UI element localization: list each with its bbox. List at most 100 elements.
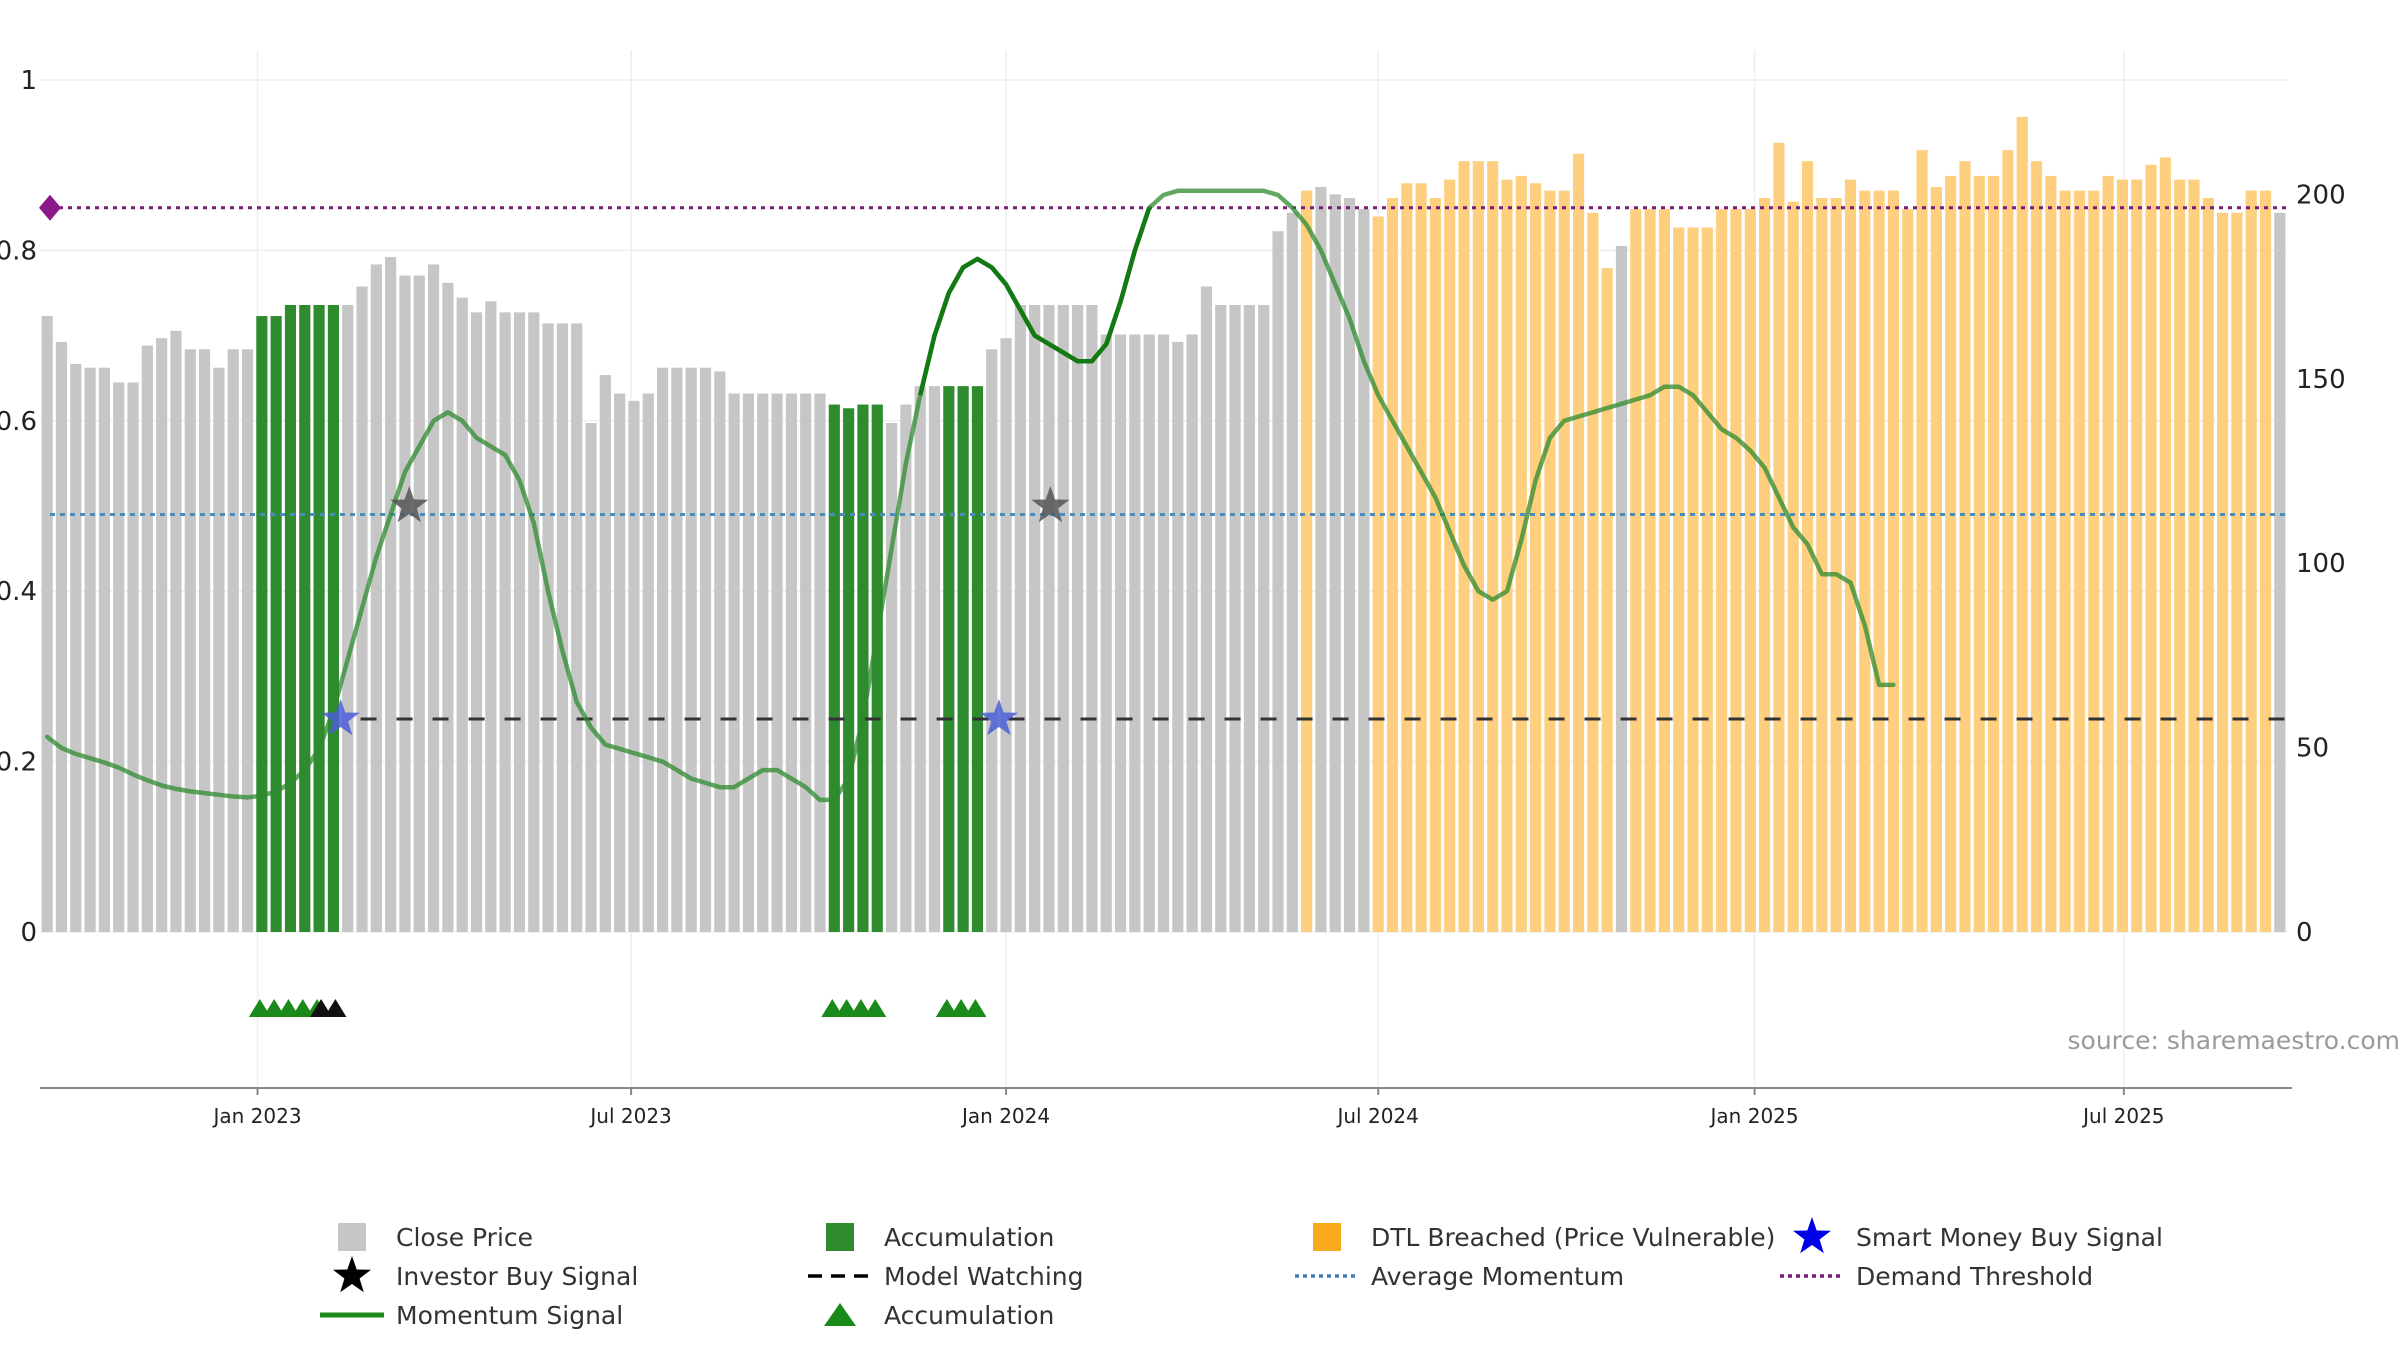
dtl-breached-bar (1887, 190, 1899, 932)
dtl-breached-bar (1759, 198, 1771, 932)
close-price-bar (1000, 338, 1012, 932)
close-price-bar (1329, 194, 1341, 933)
dtl-breached-bar (1501, 179, 1513, 932)
close-price-bar (542, 323, 554, 932)
dtl-breached-bar (1687, 227, 1699, 932)
accumulation-bar (270, 316, 282, 932)
close-price-bar (184, 349, 196, 932)
accumulation-triangle (310, 999, 333, 1017)
close-price-bar (1057, 304, 1069, 932)
close-price-bar (156, 338, 168, 932)
dtl-breached-bar (1973, 175, 1985, 932)
close-price-bar (513, 312, 526, 932)
legend-item: Momentum Signal (320, 1301, 623, 1330)
accumulation-bar (284, 304, 297, 932)
accumulation-triangle (864, 999, 887, 1017)
dtl-breached-bar (2231, 212, 2243, 932)
close-price-bar (914, 386, 926, 932)
investor-buy-signal-star (390, 486, 429, 523)
x-tick-label: Jan 2024 (960, 1104, 1050, 1128)
x-tick-label: Jan 2023 (211, 1104, 301, 1128)
close-price-bar (771, 393, 783, 933)
legend-item: Smart Money Buy Signal (1793, 1217, 2163, 1254)
accumulation-bar (843, 408, 855, 932)
close-price-bar (757, 393, 769, 933)
close-price-bar (556, 323, 568, 932)
close-price-bar (986, 349, 998, 932)
dtl-breached-bar (2145, 164, 2157, 932)
dtl-breached-bar (1859, 190, 1871, 932)
legend-label: Accumulation (884, 1301, 1054, 1330)
close-price-bar (1029, 304, 1041, 932)
close-price-bar (685, 367, 697, 932)
legend-item: Accumulation (824, 1301, 1054, 1330)
dtl-breached-bar (1873, 190, 1885, 932)
dtl-breached-bar (2073, 190, 2086, 932)
accumulation-triangle (277, 999, 300, 1017)
close-price-bar (1200, 286, 1213, 933)
close-price-bar (370, 264, 382, 932)
close-price-bar (1243, 304, 1255, 932)
close-price-bar (714, 371, 726, 933)
dtl-breached-bar (2102, 175, 2114, 932)
accumulation-bar (871, 404, 883, 933)
close-price-bar (656, 367, 669, 932)
close-price-bar (785, 393, 797, 933)
smart-money-signal-star (321, 699, 360, 736)
legend-star-icon (333, 1256, 371, 1293)
close-price-bar (470, 312, 483, 932)
dtl-breached-bar (1544, 190, 1556, 932)
dtl-breached-bar (1372, 216, 1384, 932)
close-price-bar (1143, 334, 1155, 932)
dtl-breached-bar (2059, 190, 2071, 932)
legend-item: Accumulation (826, 1223, 1054, 1252)
dtl-breached-bar (1601, 268, 1613, 932)
close-price-bar (456, 297, 468, 933)
source-label: source: sharemaestro.com (2068, 1026, 2400, 1055)
smart-money-signal-star (979, 699, 1018, 736)
close-price-bar (1615, 245, 1628, 933)
dtl-breached-bar (1930, 186, 1942, 932)
close-price-bar (1272, 231, 1284, 933)
dtl-breached-bar (1787, 201, 1799, 932)
accumulation-triangle (248, 999, 271, 1017)
close-price-bar (1157, 334, 1170, 932)
legend: Close Price Accumulation DTL Breached (Pri… (320, 1217, 2163, 1330)
dtl-breached-bar (1487, 161, 1499, 933)
accumulation-triangle (835, 999, 858, 1017)
x-tick-label: Jan 2025 (1709, 1104, 1799, 1128)
close-price-bar (213, 367, 225, 932)
left-tick-label: 0.2 (0, 748, 37, 778)
close-price-bar (399, 275, 411, 932)
bar-layer (41, 116, 2286, 933)
x-tick-label: Jul 2023 (588, 1104, 671, 1128)
accumulation-bar (943, 386, 955, 932)
right-tick-label: 0 (2296, 918, 2313, 948)
close-price-bar (41, 316, 53, 932)
left-tick-label: 1 (20, 66, 37, 96)
right-tick-label: 200 (2296, 180, 2346, 210)
close-price-bar (528, 312, 540, 932)
right-tick-label: 150 (2296, 365, 2346, 395)
dtl-breached-bar (1572, 153, 1585, 932)
close-price-bar (1100, 334, 1112, 932)
close-price-bar (614, 393, 626, 933)
accumulation-triangle (324, 999, 347, 1017)
x-tick-label: Jul 2025 (2081, 1104, 2164, 1128)
dtl-breached-bar (1730, 209, 1742, 932)
legend-item: DTL Breached (Price Vulnerable) (1313, 1223, 1775, 1252)
legend-item: Demand Threshold (1780, 1262, 2093, 1291)
left-tick-label: 0 (20, 918, 37, 948)
close-price-bar (127, 382, 139, 933)
accumulation-bar (957, 386, 969, 932)
dtl-breached-bar (1644, 209, 1656, 932)
close-price-bar (241, 349, 254, 932)
close-price-bar (1315, 186, 1327, 932)
close-price-bar (199, 349, 211, 932)
legend-label: Demand Threshold (1856, 1262, 2093, 1291)
dtl-breached-bar (1830, 198, 1842, 932)
legend-item: Average Momentum (1295, 1262, 1624, 1291)
dtl-breached-bar (1587, 212, 1599, 932)
x-tick-label: Jul 2024 (1335, 1104, 1418, 1128)
close-price-bar (1014, 304, 1026, 932)
